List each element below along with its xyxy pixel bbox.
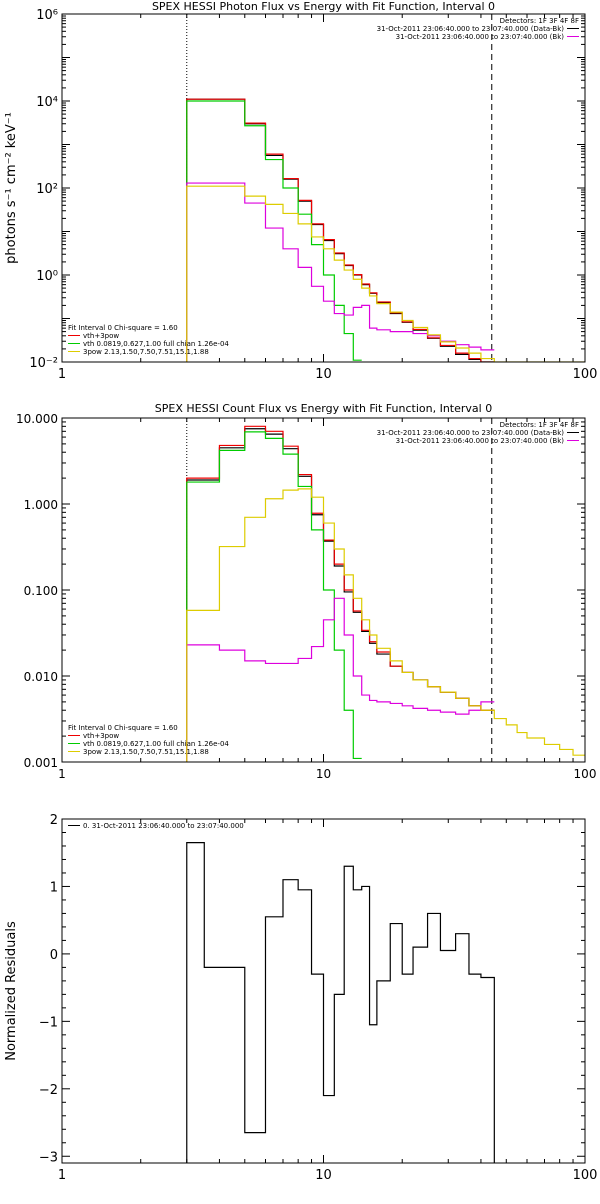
legend-label: vth+3pow [83, 732, 119, 740]
y-tick-label: −1 [39, 1015, 58, 1030]
legend-label: 3pow 2.13,1.50,7.50,7.51,15.1,1.88 [83, 348, 209, 356]
series-line-3 [186, 100, 362, 362]
x-tick-label: 10 [315, 367, 332, 382]
x-tick-label: 1 [58, 767, 66, 781]
y-tick-label: 0.001 [24, 756, 58, 770]
panel-2: SPEX HESSI Count Flux vs Energy with Fit… [16, 402, 596, 781]
x-tick-label: 100 [574, 767, 597, 781]
legend-legend_bottom: Fit Interval 0 Chi-square = 1.60vth+3pow… [68, 324, 229, 356]
y-tick-label: 10⁻² [29, 356, 58, 371]
legend-label: 31-Oct-2011 23:06:40.000 to 23:07:40.000… [377, 429, 565, 437]
y-axis-label: photons s⁻¹ cm⁻² keV⁻¹ [4, 112, 19, 264]
panel-1: SPEX HESSI Photon Flux vs Energy with Fi… [4, 0, 597, 382]
x-tick-label: 100 [573, 367, 598, 382]
legend-label: 3pow 2.13,1.50,7.50,7.51,15.1,1.88 [83, 748, 209, 756]
y-tick-label: 10⁶ [36, 8, 58, 23]
legend-label: 31-Oct-2011 23:06:40.000 to 23:07:40.000… [377, 25, 565, 33]
y-tick-label: 10⁴ [36, 95, 58, 110]
x-tick-label: 10 [315, 1168, 332, 1183]
y-axis-label: Normalized Residuals [4, 921, 19, 1061]
legend-label: 0. 31-Oct-2011 23:06:40.000 to 23:07:40.… [83, 822, 244, 830]
x-tick-label: 1 [58, 1168, 66, 1183]
legend-label: vth+3pow [83, 332, 119, 340]
series-line-5 [186, 488, 585, 762]
y-tick-label: 0.010 [24, 670, 58, 684]
series-group [186, 842, 495, 1163]
y-tick-label: 10⁰ [36, 269, 58, 284]
legend-header: Fit Interval 0 Chi-square = 1.60 [68, 324, 178, 332]
x-tick-label: 10 [316, 767, 331, 781]
chart-title: SPEX HESSI Photon Flux vs Energy with Fi… [152, 0, 495, 13]
plot-frame [61, 417, 586, 763]
x-tick-label: 100 [573, 1168, 598, 1183]
legend-legend_top: 0. 31-Oct-2011 23:06:40.000 to 23:07:40.… [68, 822, 244, 830]
y-tick-label: −2 [39, 1083, 58, 1098]
y-tick-label: 10.000 [16, 412, 58, 426]
chart-title: SPEX HESSI Count Flux vs Energy with Fit… [155, 402, 492, 415]
y-tick-label: 2 [50, 813, 58, 828]
series-group [186, 98, 585, 362]
legend-label: 31-Oct-2011 23:06:40.000 to 23:07:40.000… [396, 33, 565, 41]
series-line-1 [186, 842, 495, 1163]
y-tick-label: 1.000 [24, 498, 58, 512]
series-line-5 [186, 185, 585, 362]
legend-header: Detectors: 1F 3F 4F 8F [500, 17, 579, 25]
panel-3: Normalized Residuals 1 10 100 −3 −2 −1 0 1 2 0. 31… [4, 813, 597, 1183]
plot-frame [61, 13, 586, 363]
series-group [186, 425, 585, 762]
y-ticks [62, 15, 585, 363]
legend-label: vth 0.0819,0.627,1.00 full chian 1.26e-0… [83, 340, 229, 348]
y-tick-label: 10² [36, 182, 58, 197]
y-tick-label: 0.100 [24, 584, 58, 598]
x-tick-label: 1 [58, 367, 66, 382]
legend-label: 31-Oct-2011 23:06:40.000 to 23:07:40.000… [396, 437, 565, 445]
plot-frame [61, 818, 586, 1164]
legend-legend_bottom: Fit Interval 0 Chi-square = 1.60vth+3pow… [68, 724, 229, 756]
legend-header: Fit Interval 0 Chi-square = 1.60 [68, 724, 178, 732]
y-tick-label: 0 [50, 948, 58, 963]
legend-label: vth 0.0819,0.627,1.00 full chian 1.26e-0… [83, 740, 229, 748]
y-tick-label: 1 [50, 880, 58, 895]
legend-header: Detectors: 1F 3F 4F 8F [500, 421, 579, 429]
y-tick-label: −3 [39, 1150, 58, 1165]
series-line-3 [186, 431, 362, 762]
series-line-4 [186, 597, 495, 762]
